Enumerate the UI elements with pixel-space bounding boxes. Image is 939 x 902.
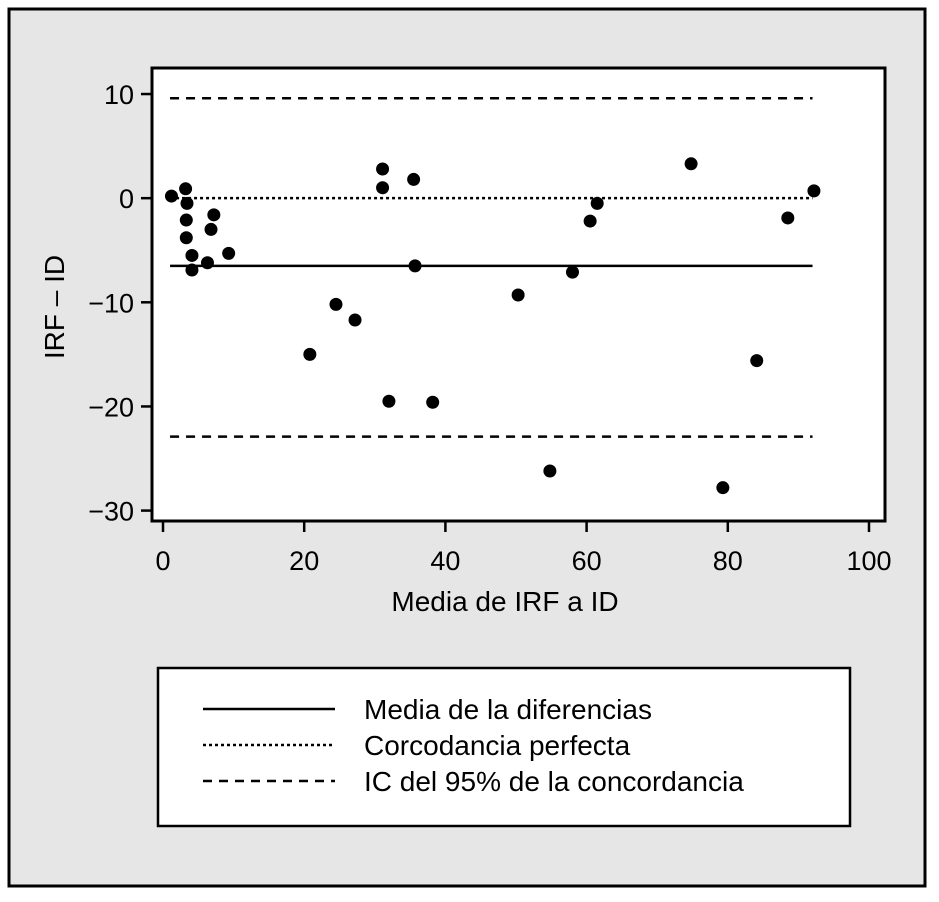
data-point bbox=[376, 181, 390, 195]
data-point bbox=[382, 394, 396, 408]
data-points bbox=[164, 157, 821, 495]
x-axis-ticks: 0 20 40 60 80 100 bbox=[155, 521, 892, 576]
x-tick-label: 100 bbox=[846, 546, 891, 576]
y-axis-ticks: 10 0 −10 −20 −30 bbox=[88, 80, 152, 527]
data-point bbox=[716, 481, 730, 495]
x-axis-title: Media de IRF a ID bbox=[391, 586, 618, 617]
x-tick-label: 0 bbox=[155, 546, 170, 576]
x-tick-label: 40 bbox=[430, 546, 460, 576]
data-point bbox=[408, 259, 422, 273]
data-point bbox=[179, 213, 193, 227]
x-tick-label: 20 bbox=[289, 546, 319, 576]
data-point bbox=[222, 246, 236, 260]
data-point bbox=[348, 313, 362, 327]
data-point bbox=[376, 162, 390, 176]
y-tick-label: −10 bbox=[88, 288, 134, 318]
data-point bbox=[329, 297, 343, 311]
data-point bbox=[303, 347, 317, 361]
data-point bbox=[543, 464, 557, 478]
data-point bbox=[565, 265, 579, 279]
legend-box bbox=[156, 666, 852, 828]
legend-label: IC del 95% de la concordancia bbox=[364, 766, 744, 797]
data-point bbox=[185, 263, 199, 277]
y-tick-label: 0 bbox=[119, 184, 134, 214]
data-point bbox=[180, 196, 194, 210]
y-axis-title: IRF – ID bbox=[39, 255, 70, 359]
y-tick-label: −30 bbox=[88, 497, 134, 527]
data-point bbox=[590, 196, 604, 210]
data-point bbox=[426, 395, 440, 409]
data-point bbox=[207, 208, 221, 222]
data-point bbox=[179, 231, 193, 245]
data-point bbox=[511, 288, 525, 302]
data-point bbox=[200, 256, 214, 270]
data-point bbox=[684, 157, 698, 171]
data-point bbox=[583, 214, 597, 228]
x-tick-label: 60 bbox=[572, 546, 602, 576]
reference-lines bbox=[170, 96, 813, 438]
y-tick-label: 10 bbox=[104, 80, 134, 110]
legend: Media de la diferencias Corcodancia perfe… bbox=[156, 666, 852, 828]
data-point bbox=[185, 248, 199, 262]
data-point bbox=[750, 354, 764, 368]
legend-label: Corcodancia perfecta bbox=[364, 730, 631, 761]
data-point bbox=[164, 189, 178, 203]
data-point bbox=[204, 222, 218, 236]
data-point bbox=[807, 184, 821, 198]
y-tick-label: −20 bbox=[88, 392, 134, 422]
legend-label: Media de la diferencias bbox=[364, 694, 652, 725]
data-point bbox=[781, 211, 795, 225]
data-point bbox=[407, 172, 421, 186]
x-tick-label: 80 bbox=[713, 546, 743, 576]
data-point bbox=[179, 182, 193, 196]
